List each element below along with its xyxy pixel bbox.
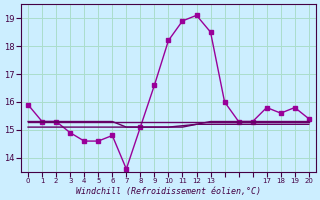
X-axis label: Windchill (Refroidissement éolien,°C): Windchill (Refroidissement éolien,°C) (76, 187, 261, 196)
